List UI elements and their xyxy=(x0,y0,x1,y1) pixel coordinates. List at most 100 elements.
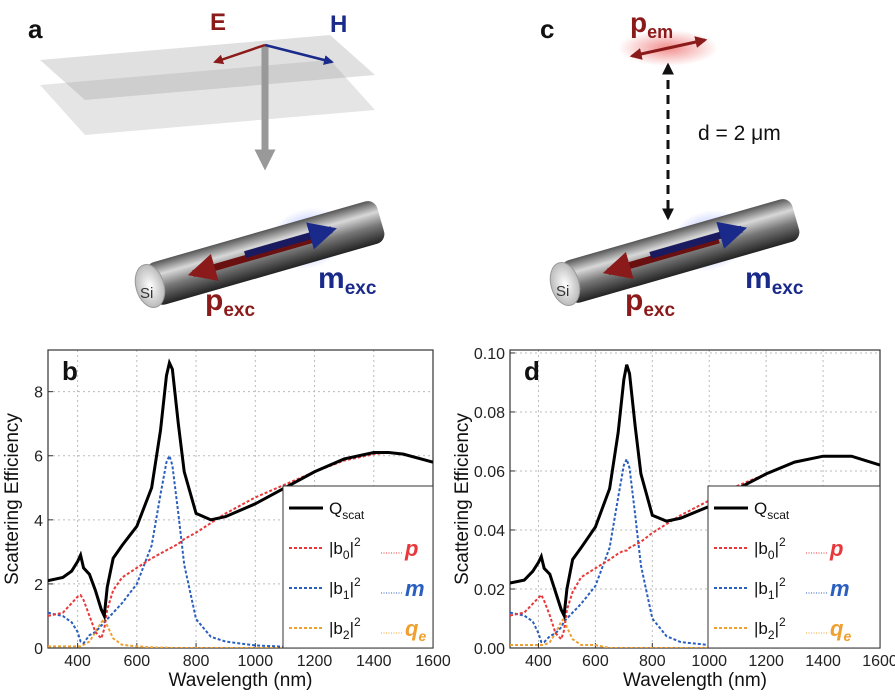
name-sub: scat xyxy=(342,508,365,522)
m-sub: exc xyxy=(345,278,377,299)
e-label: E xyxy=(210,9,226,36)
name: |b xyxy=(754,539,768,558)
h-label: H xyxy=(330,11,347,38)
name-sub: 0 xyxy=(343,548,350,562)
x-tick-label: 400 xyxy=(64,653,91,670)
name: |b xyxy=(329,619,343,638)
x-tick-label: 600 xyxy=(582,653,609,670)
m-sub: exc xyxy=(772,278,804,299)
name-sub: scat xyxy=(767,508,790,522)
panel-label: b xyxy=(62,356,78,386)
name-sup: 2 xyxy=(779,535,786,549)
name-end: | xyxy=(350,579,354,598)
name: |b xyxy=(329,579,343,598)
symbol: p xyxy=(829,536,843,561)
x-tick-label: 1200 xyxy=(297,653,333,670)
name: |b xyxy=(754,579,768,598)
series-line xyxy=(48,451,433,641)
name: |b xyxy=(754,619,768,638)
x-tick-label: 400 xyxy=(525,653,552,670)
panel-label: d xyxy=(524,356,540,386)
p-sub: exc xyxy=(643,300,675,321)
name: |b xyxy=(329,539,343,558)
x-axis-title: Wavelength (nm) xyxy=(623,670,767,691)
x-tick-label: 1000 xyxy=(691,653,727,670)
x-tick-label: 1400 xyxy=(805,653,841,670)
x-tick-label: 800 xyxy=(639,653,666,670)
x-tick-label: 1600 xyxy=(862,653,895,670)
x-tick-label: 1200 xyxy=(748,653,784,670)
p-em-sub: em xyxy=(647,22,673,42)
rod-label: Si xyxy=(140,285,153,302)
legend-label: Qscat xyxy=(329,499,365,522)
e-arrow xyxy=(213,43,266,65)
name-end: | xyxy=(350,619,354,638)
plane xyxy=(40,60,375,135)
p-em-arrow xyxy=(629,36,708,60)
legend-label: |b0|2 xyxy=(329,535,361,562)
x-tick-label: 1600 xyxy=(415,653,451,670)
m-label: mexc xyxy=(745,262,804,299)
legend-symbol: p xyxy=(829,536,843,561)
m: m xyxy=(745,262,772,295)
y-tick-label: 4 xyxy=(34,513,43,530)
x-tick-label: 800 xyxy=(183,653,210,670)
y-tick-label: 8 xyxy=(34,385,43,402)
rod-label: Si xyxy=(556,283,569,300)
h-arrow xyxy=(264,43,334,65)
rod xyxy=(134,201,385,308)
x-tick-label: 600 xyxy=(123,653,150,670)
legend-label: |b1|2 xyxy=(329,575,361,602)
symbol: m xyxy=(830,576,850,601)
p: p xyxy=(630,7,647,38)
name-sup: 2 xyxy=(779,615,786,629)
name-sub: 1 xyxy=(343,588,350,602)
legend-label: |b1|2 xyxy=(754,575,786,602)
name-sub: 2 xyxy=(768,628,775,642)
m-label: mexc xyxy=(318,262,377,299)
name: Q xyxy=(754,499,767,518)
name-sup: 2 xyxy=(354,575,361,589)
legend-label: Qscat xyxy=(754,499,790,522)
symbol-sub: e xyxy=(843,628,851,644)
x-axis-title: Wavelength (nm) xyxy=(169,670,313,691)
series-line xyxy=(510,364,880,621)
p: p xyxy=(205,284,223,317)
illustration-a: a E H Si pexc mexc xyxy=(28,9,385,321)
legend-label: |b2|2 xyxy=(329,615,361,642)
panel-label: a xyxy=(28,14,43,44)
y-axis-title: Scattering Efficiency xyxy=(2,413,23,585)
y-tick-label: 0 xyxy=(34,641,43,658)
x-tick-label: 1400 xyxy=(356,653,392,670)
y-tick-label: 6 xyxy=(34,449,43,466)
y-tick-label: 0.00 xyxy=(474,641,505,658)
name-sub: 0 xyxy=(768,548,775,562)
name: Q xyxy=(329,499,342,518)
p: p xyxy=(625,284,643,317)
legend-symbol: m xyxy=(405,576,425,601)
rod xyxy=(549,199,800,306)
symbol: m xyxy=(405,576,425,601)
x-tick-label: 1000 xyxy=(238,653,274,670)
series-line xyxy=(48,358,433,622)
name-end: | xyxy=(775,539,779,558)
symbol: q xyxy=(830,616,844,641)
p-em-label: pem xyxy=(630,7,673,42)
legend-label: |b2|2 xyxy=(754,615,786,642)
p-label: pexc xyxy=(205,284,255,321)
legend-symbol: p xyxy=(404,536,418,561)
series-line xyxy=(510,456,880,648)
y-tick-label: 0.10 xyxy=(474,346,505,363)
legend-box xyxy=(707,485,881,649)
y-tick-label: 0.04 xyxy=(474,523,505,540)
legend-symbol: qe xyxy=(830,616,851,644)
illustration-c: c pem d = 2 μm Si pexc mexc xyxy=(540,7,804,321)
y-tick-label: 0.02 xyxy=(474,582,505,599)
symbol-sub: e xyxy=(418,628,426,644)
legend-symbol: qe xyxy=(405,616,426,644)
name-sup: 2 xyxy=(779,575,786,589)
p-sub: exc xyxy=(223,300,255,321)
y-tick-label: 2 xyxy=(34,577,43,594)
series-line xyxy=(48,617,433,648)
